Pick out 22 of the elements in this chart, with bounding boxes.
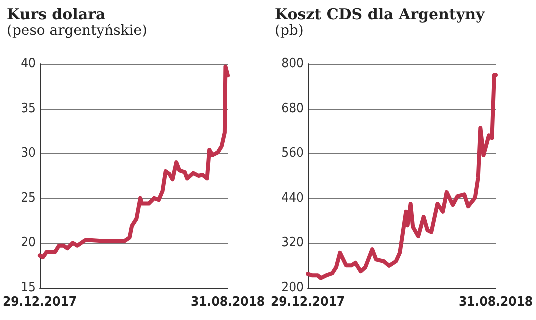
x-tick-label: 31.08.2018 [191, 295, 266, 310]
chart-title: Kurs dolara [7, 6, 106, 24]
y-tick-label: 30 [21, 146, 36, 162]
x-tick-label: 29.12.2017 [270, 295, 345, 310]
y-tick-label: 25 [21, 190, 36, 206]
y-tick-label: 320 [282, 236, 304, 251]
y-tick-label: 200 [282, 280, 304, 296]
y-tick-label: 15 [21, 280, 36, 296]
x-tick-label: 29.12.2017 [2, 295, 77, 310]
line-series [38, 64, 230, 260]
y-tick-label: 680 [282, 101, 304, 116]
line-series [306, 73, 498, 280]
y-tick-label: 35 [21, 101, 36, 116]
y-tick-label: 800 [282, 56, 304, 72]
chart-subtitle: (pb) [275, 23, 304, 39]
y-tick-label: 40 [21, 56, 36, 72]
chart-title: Koszt CDS dla Argentyny [275, 6, 486, 24]
y-tick-label: 20 [21, 236, 36, 251]
x-tick-label: 31.08.2018 [459, 295, 534, 310]
chart-subtitle: (peso argentyńskie) [7, 23, 148, 39]
y-tick-label: 440 [282, 190, 304, 206]
y-tick-label: 560 [282, 146, 304, 162]
